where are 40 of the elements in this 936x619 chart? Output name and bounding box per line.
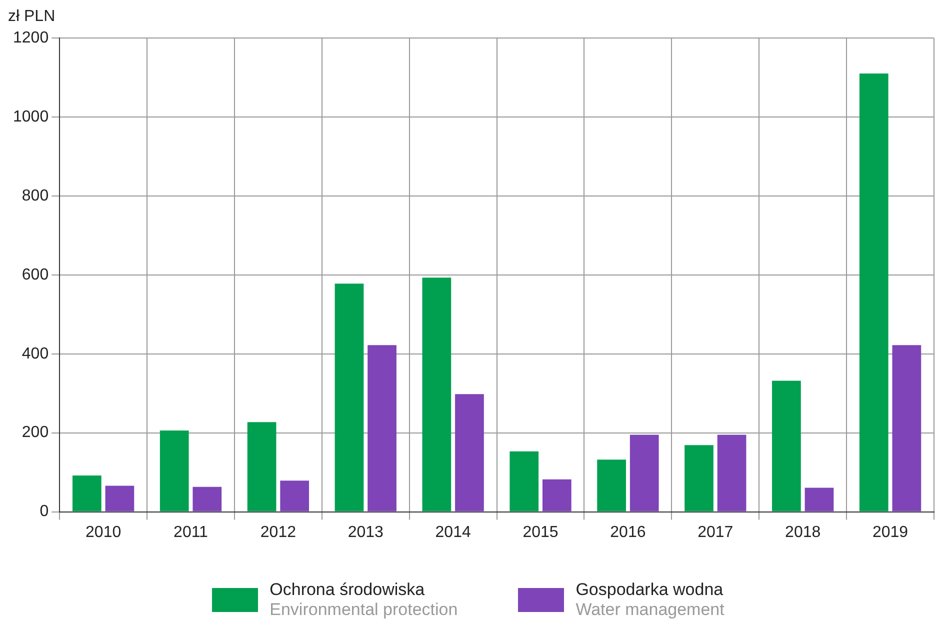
bar: [717, 434, 746, 512]
x-tick-label: 2012: [260, 524, 296, 541]
x-tick-label: 2011: [174, 524, 208, 541]
x-tick-label: 2016: [610, 524, 646, 541]
bar: [368, 345, 396, 512]
x-tick-label: 2019: [872, 524, 908, 541]
x-tick-label: 2017: [698, 524, 734, 541]
bar: [772, 380, 801, 512]
y-tick-label: 200: [22, 424, 49, 442]
bar: [334, 284, 364, 512]
x-tick-label: 2013: [348, 524, 384, 541]
bar: [684, 445, 714, 512]
bar: [72, 475, 102, 512]
bar: [422, 278, 452, 512]
y-tick-label: 0: [40, 503, 49, 520]
bar: [280, 480, 310, 512]
y-tick-label: 800: [22, 187, 49, 204]
bar: [105, 486, 134, 512]
bar: [630, 434, 659, 512]
bar: [542, 479, 572, 512]
legend-label: Gospodarka wodna Water management: [576, 580, 724, 619]
bar: [892, 345, 922, 512]
bar: [859, 74, 888, 512]
x-tick-label: 2014: [435, 524, 471, 541]
bar: [247, 422, 276, 512]
bar: [455, 394, 484, 512]
bar: [160, 430, 189, 512]
y-tick-label: 600: [22, 266, 49, 284]
bar: [510, 451, 539, 512]
y-axis-title: zł PLN: [8, 8, 56, 26]
y-tick-label: 1200: [13, 29, 49, 46]
legend-label: Ochrona środowiska Environmental protection: [270, 580, 458, 619]
y-tick-label: 1000: [13, 108, 49, 126]
x-tick-label: 2018: [785, 524, 821, 541]
x-tick-label: 2015: [522, 524, 558, 541]
y-tick-label: 400: [22, 345, 49, 362]
bar: [597, 460, 626, 512]
bar: [804, 488, 834, 512]
bar: [192, 486, 222, 512]
x-tick-label: 2010: [86, 524, 122, 541]
